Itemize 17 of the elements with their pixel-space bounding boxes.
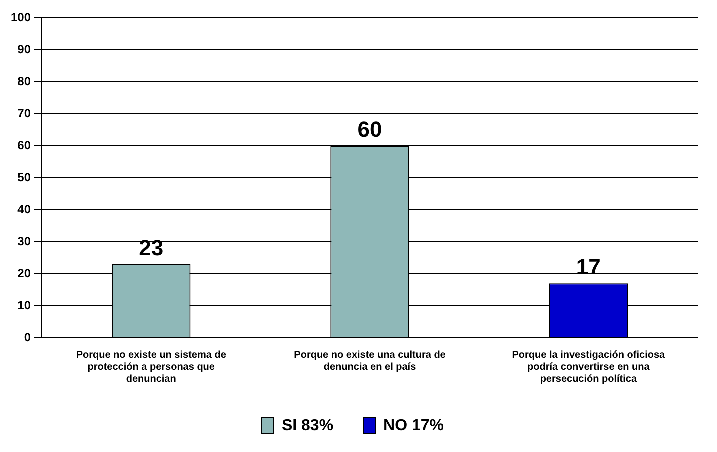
legend-label: NO 17% [384, 417, 444, 434]
legend-label: SI 83% [282, 417, 334, 434]
y-tick-label: 20 [18, 266, 32, 280]
y-tick-label: 50 [18, 170, 32, 184]
y-tick-label: 80 [18, 74, 32, 88]
y-tick-label: 70 [18, 106, 32, 120]
x-tick-label: Porque la investigación oficiosa podría convertirse en una persecución política [512, 350, 666, 385]
x-tick-label: Porque no existe una cultura de denuncia en el país [294, 350, 446, 373]
y-tick-label: 10 [18, 298, 32, 312]
y-tick-label: 100 [10, 10, 32, 25]
x-tick-label: Porque no existe un sistema de protección a personas que denuncian [76, 350, 227, 385]
y-tick-label: 90 [18, 42, 32, 56]
y-tick-label: 40 [18, 202, 32, 216]
y-tick-label: 60 [18, 138, 32, 152]
data-label: 60 [358, 117, 382, 142]
y-tick-label: 0 [24, 330, 32, 344]
y-tick-label: 30 [18, 234, 32, 248]
